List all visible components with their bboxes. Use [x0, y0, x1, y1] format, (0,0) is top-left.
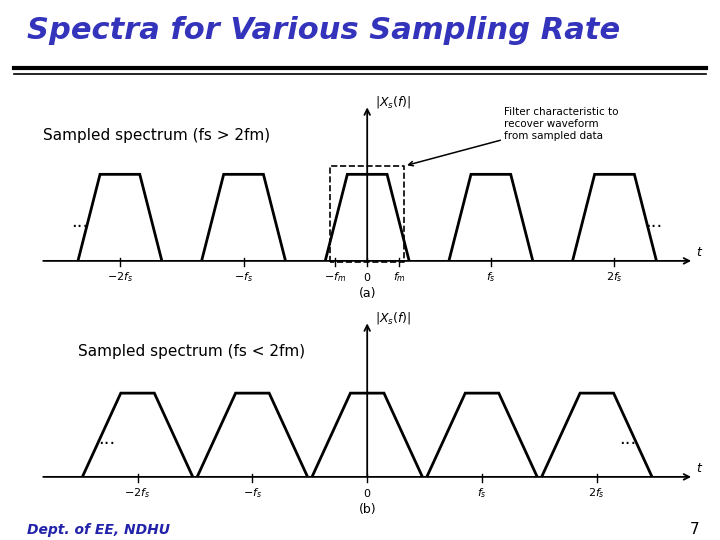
Text: $t$: $t$: [696, 246, 703, 260]
Text: $-2f_s$: $-2f_s$: [107, 271, 133, 285]
Text: Sampled spectrum (fs < 2fm): Sampled spectrum (fs < 2fm): [78, 345, 305, 359]
Text: Dept. of EE, NDHU: Dept. of EE, NDHU: [27, 523, 171, 537]
Text: $|X_s(f)|$: $|X_s(f)|$: [375, 310, 412, 326]
Text: $-f_s$: $-f_s$: [243, 487, 262, 501]
Text: $-f_m$: $-f_m$: [324, 271, 346, 285]
Text: $|X_s(f)|$: $|X_s(f)|$: [375, 94, 412, 110]
Text: $f_s$: $f_s$: [486, 271, 496, 285]
Text: (b): (b): [359, 503, 376, 516]
Text: $-2f_s$: $-2f_s$: [125, 487, 150, 501]
Text: ...: ...: [71, 213, 89, 231]
Text: ...: ...: [619, 430, 636, 448]
Text: $0$: $0$: [363, 487, 372, 498]
Text: $f_s$: $f_s$: [477, 487, 487, 501]
Text: $0$: $0$: [363, 271, 372, 282]
Text: ...: ...: [98, 430, 115, 448]
Text: $t$: $t$: [696, 462, 703, 476]
Text: $2f_s$: $2f_s$: [606, 271, 623, 285]
Text: Sampled spectrum (fs > 2fm): Sampled spectrum (fs > 2fm): [42, 129, 270, 143]
Text: 7: 7: [690, 522, 700, 537]
Text: (a): (a): [359, 287, 376, 300]
Text: Spectra for Various Sampling Rate: Spectra for Various Sampling Rate: [27, 16, 621, 45]
Text: $2f_s$: $2f_s$: [588, 487, 606, 501]
Text: ...: ...: [646, 213, 663, 231]
Text: $-f_s$: $-f_s$: [234, 271, 253, 285]
Text: $f_m$: $f_m$: [392, 271, 405, 285]
Text: Filter characteristic to
recover waveform
from sampled data: Filter characteristic to recover wavefor…: [409, 107, 618, 166]
